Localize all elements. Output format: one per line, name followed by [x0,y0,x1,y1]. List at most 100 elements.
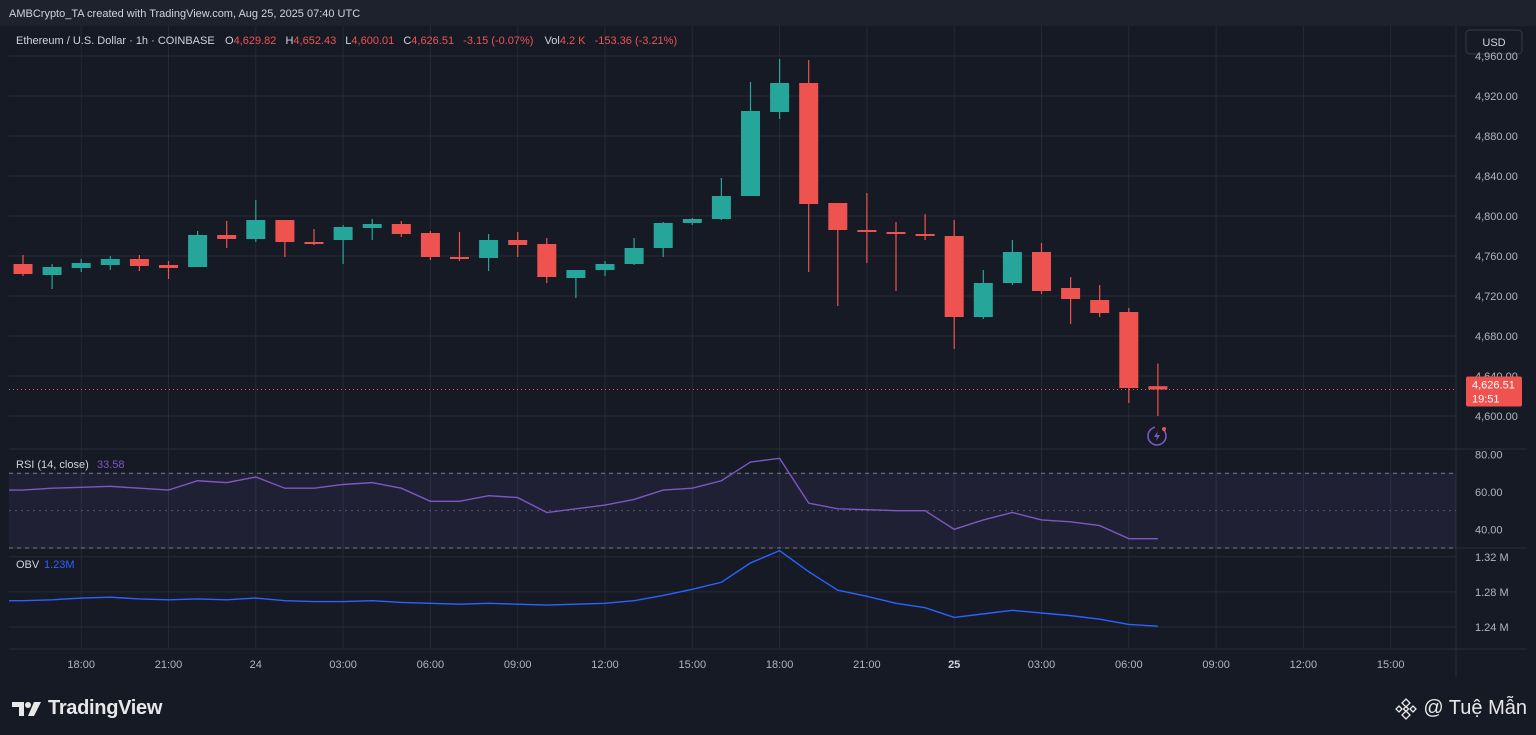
candle [915,214,935,240]
candle [100,256,120,270]
price-badge: 4,626.51 19:51 [1466,376,1522,407]
candle-body [159,265,178,268]
candle-body [217,235,237,239]
candle [537,238,557,283]
tradingview-logo[interactable]: TradingView [12,697,162,720]
obv-axis-label: 1.28 M [1475,587,1509,599]
candle-body [420,233,440,257]
candle [159,261,178,279]
candle [129,255,149,271]
time-axis-label: 21:00 [853,659,881,671]
legend-change: -3.15 (-0.07%) [463,35,533,47]
candle-body [333,227,353,240]
price-axis-label: 4,880.00 [1475,131,1518,143]
time-axis-label: 15:00 [679,659,707,671]
candle [333,225,353,264]
candle [682,218,702,225]
price-axis-label: 4,840.00 [1475,171,1518,183]
candle-body [537,244,557,277]
obv-latest: 1.23M [44,559,75,571]
candle [1090,285,1110,317]
candle [420,231,440,260]
banner-text: AMBCrypto_TA created with TradingView.co… [9,8,361,20]
candle [566,270,586,298]
candle [857,193,877,263]
candle [799,60,819,272]
candle-body [188,235,208,267]
legend-l-label: L [345,35,351,47]
tradingview-logo-icon [12,701,41,716]
candle [391,221,411,237]
replay-icon[interactable] [1147,426,1167,446]
candle [1061,277,1081,324]
candle-body [682,219,702,223]
currency-button-label: USD [1482,37,1505,49]
candle [1002,240,1022,285]
candle [479,234,499,271]
candle [1119,308,1139,403]
time-axis-label: 03:00 [329,659,357,671]
rsi-line [9,457,1158,540]
legend-vol-change: -153.36 (-3.21%) [595,35,678,47]
legend-c-label: C [403,35,411,47]
candle-body [711,196,731,219]
candle-body [653,223,673,248]
time-axis-labels: 18:00 21:00 24 03:00 06:00 09:00 12:00 15:00 18:… [67,659,1404,671]
candle [741,82,760,196]
candle-body [857,230,877,232]
candle [275,220,295,257]
candle [944,220,964,349]
candle-body [1090,300,1110,313]
candle [595,261,615,276]
candle [886,222,906,291]
candle-body [1148,386,1168,390]
legend-o-label: O [225,35,234,47]
candle [624,238,644,265]
candles [13,59,1168,416]
legend-ohlc: O4,629.82 H4,652.43 L4,600.01 C4,626.51 … [225,35,677,47]
candle-body [973,283,993,317]
candle [362,219,382,240]
candle-body [595,264,615,270]
candle [828,203,848,306]
candle-body [508,240,528,245]
time-axis-label: 03:00 [1028,659,1056,671]
currency-button[interactable]: USD [1465,29,1523,55]
obv-axis-label: 1.24 M [1475,622,1509,634]
candle-body [624,248,644,264]
candle [508,232,528,257]
candle-body [13,264,33,274]
footer: TradingView @ Tuệ Mẫn [0,677,1536,735]
legend-vol-label: Vol [545,35,560,47]
candle-body [100,259,120,265]
time-axis-label: 24 [250,659,262,671]
price-axis-label: 4,960.00 [1475,51,1518,63]
candle-body [944,236,964,317]
legend-c-value: 4,626.51 [411,35,454,47]
time-axis-label: 06:00 [1115,659,1143,671]
price-axis-label: 4,760.00 [1475,251,1518,263]
time-axis-label: 21:00 [155,659,183,671]
rsi-axis-label: 80.00 [1475,450,1503,462]
candle [711,178,731,220]
chart-frame: Ethereum / U.S. Dollar · 1h · COINBASE O… [9,26,1527,677]
candle-body [362,224,382,228]
price-axis-label: 4,680.00 [1475,331,1518,343]
price-grid [9,55,1456,417]
time-axis-label: 12:00 [1290,659,1318,671]
time-axis-label: 18:00 [766,659,794,671]
legend-o-value: 4,629.82 [234,35,277,47]
legend-l-value: 4,600.01 [351,35,394,47]
chart-svg[interactable]: Ethereum / U.S. Dollar · 1h · COINBASE O… [9,26,1527,677]
tradingview-logo-text: TradingView [48,697,163,719]
candle-body [129,259,149,266]
candle [217,221,237,248]
top-banner: AMBCrypto_TA created with TradingView.co… [0,0,1536,26]
legend-h-value: 4,652.43 [293,35,336,47]
time-axis-label: 25 [948,659,960,671]
obv-pane: 1.24 M 1.28 M 1.32 M [9,549,1509,634]
candle-body [450,257,469,259]
candle-body [799,83,819,204]
footer-credit: @ Tuệ Mẫn [1395,697,1527,720]
candle-body [566,270,586,278]
